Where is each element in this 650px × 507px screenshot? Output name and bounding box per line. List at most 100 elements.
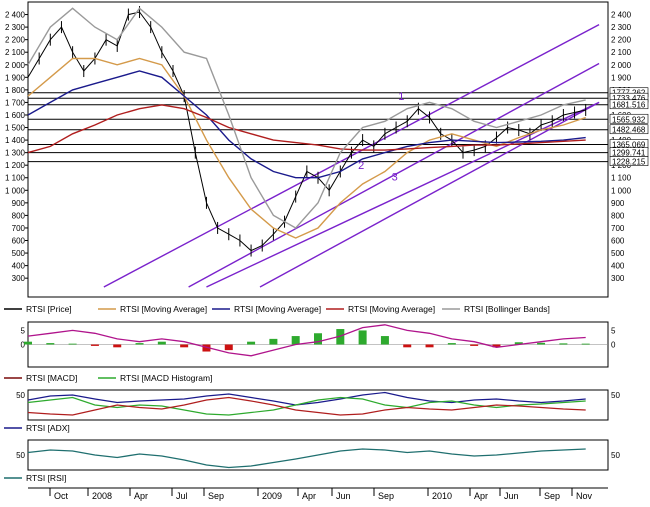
macd-hist-bar xyxy=(403,344,412,348)
price-ytick-right: 2 300 xyxy=(611,23,632,32)
price-ytick-right: 900 xyxy=(611,199,625,208)
time-axis-label: 2008 xyxy=(92,491,112,501)
macd-hist-bar xyxy=(24,341,32,345)
price-ytick-right: 2 200 xyxy=(611,36,632,45)
macd-hist-bar xyxy=(68,343,77,345)
price-ytick-left: 500 xyxy=(12,249,26,258)
legend-label: RTSI [MACD Histogram] xyxy=(120,373,212,383)
price-ytick-left: 700 xyxy=(12,224,26,233)
legend-label: RTSI [MACD] xyxy=(26,373,77,383)
price-ytick-left: 1 300 xyxy=(5,149,26,158)
legend-label: RTSI [RSI] xyxy=(26,473,66,483)
macd-hist-bar xyxy=(537,342,546,345)
channel-label: 3 xyxy=(392,171,398,183)
price-ytick-left: 400 xyxy=(12,262,26,271)
price-ytick-left: 1 000 xyxy=(5,186,26,195)
level-label: 1482.468 xyxy=(612,126,646,135)
level-label-box xyxy=(609,113,649,124)
series-bollinger xyxy=(27,7,586,229)
time-axis-label: Nov xyxy=(576,491,593,501)
price-ytick-right: 700 xyxy=(611,224,625,233)
macd-hist-bar xyxy=(581,343,590,345)
series-ma_red xyxy=(27,104,586,154)
legend-label: RTSI [ADX] xyxy=(26,423,70,433)
price-ytick-left: 1 900 xyxy=(5,73,26,82)
price-ytick-left: 2 300 xyxy=(5,23,26,32)
legend-label: RTSI [Moving Average] xyxy=(234,304,321,314)
macd-hist-bar xyxy=(157,341,166,345)
price-ytick-left: 1 800 xyxy=(5,86,26,95)
macd-hist-bar xyxy=(247,341,256,345)
time-axis-label: Oct xyxy=(54,491,69,501)
macd-hist-bar xyxy=(514,342,523,345)
time-axis-label: Sep xyxy=(208,491,224,501)
channel-line xyxy=(188,62,600,288)
price-ytick-right: 2 400 xyxy=(611,11,632,20)
price-ytick-left: 300 xyxy=(12,274,26,283)
time-axis-label: Apr xyxy=(134,491,148,501)
price-ytick-left: 2 400 xyxy=(5,11,26,20)
price-ytick-right: 1 000 xyxy=(611,186,632,195)
time-axis-label: Sep xyxy=(378,491,394,501)
price-ytick-right: 400 xyxy=(611,262,625,271)
panel-frame-price xyxy=(27,1,609,298)
series-adx_plus xyxy=(27,396,586,416)
panel-frame-adx xyxy=(27,389,609,421)
macd-hist-bar xyxy=(380,336,389,345)
level-label-box xyxy=(609,124,649,135)
price-ytick-left: 1 400 xyxy=(5,136,26,145)
level-label-box xyxy=(609,99,649,110)
time-axis-label: 2010 xyxy=(432,491,452,501)
macd-ytick-left: 0 xyxy=(21,341,26,350)
channel-line xyxy=(259,101,600,288)
macd-hist-bar xyxy=(425,344,434,348)
price-ytick-right: 1 900 xyxy=(611,73,632,82)
level-label: 1299.741 xyxy=(612,149,646,158)
time-axis-label: Apr xyxy=(302,491,316,501)
rsi-ytick-left: 50 xyxy=(16,451,25,460)
legend-label: RTSI [Price] xyxy=(26,304,72,314)
price-ytick-left: 1 700 xyxy=(5,98,26,107)
price-ytick-right: 500 xyxy=(611,249,625,258)
price-ytick-right: 800 xyxy=(611,211,625,220)
level-label: 1681.516 xyxy=(612,101,646,110)
level-label: 1733.476 xyxy=(612,94,646,103)
level-label: 1228.215 xyxy=(612,158,646,167)
rsi-ytick-right: 50 xyxy=(611,451,620,460)
macd-hist-bar xyxy=(291,336,300,345)
price-ytick-right: 1 100 xyxy=(611,174,632,183)
series-rsi xyxy=(27,448,586,469)
price-ytick-left: 800 xyxy=(12,211,26,220)
time-axis-label: Sep xyxy=(544,491,560,501)
price-ytick-left: 2 200 xyxy=(5,36,26,45)
price-ytick-left: 600 xyxy=(12,237,26,246)
time-axis-label: Jun xyxy=(336,491,351,501)
macd-hist-bar xyxy=(202,344,211,352)
time-axis-label: 2009 xyxy=(262,491,282,501)
legend-label: RTSI [Moving Average] xyxy=(120,304,207,314)
time-axis-label: Apr xyxy=(474,491,488,501)
macd-hist-bar xyxy=(113,344,122,348)
price-ytick-right: 2 000 xyxy=(611,61,632,70)
time-axis-label: Jun xyxy=(504,491,519,501)
series-ma_blue xyxy=(27,70,586,179)
channel-label: 2 xyxy=(358,160,364,172)
time-axis-label: Jul xyxy=(176,491,188,501)
price-ytick-left: 2 000 xyxy=(5,61,26,70)
macd-hist-bar xyxy=(358,330,367,345)
price-ytick-left: 1 500 xyxy=(5,124,26,133)
legend-label: RTSI [Moving Average] xyxy=(348,304,435,314)
series-adx_minus xyxy=(27,396,586,416)
price-ytick-left: 1 100 xyxy=(5,174,26,183)
macd-hist-bar xyxy=(314,333,322,345)
price-ytick-right: 300 xyxy=(611,274,625,283)
price-ytick-left: 1 200 xyxy=(5,161,26,170)
channel-label: 1 xyxy=(398,91,404,103)
macd-hist-bar xyxy=(492,344,501,348)
macd-hist-bar xyxy=(46,343,55,345)
level-label: 1365.069 xyxy=(612,140,646,149)
level-label: 1565.932 xyxy=(612,115,646,124)
series-adx_main xyxy=(27,391,586,406)
price-ytick-right: 600 xyxy=(611,237,625,246)
